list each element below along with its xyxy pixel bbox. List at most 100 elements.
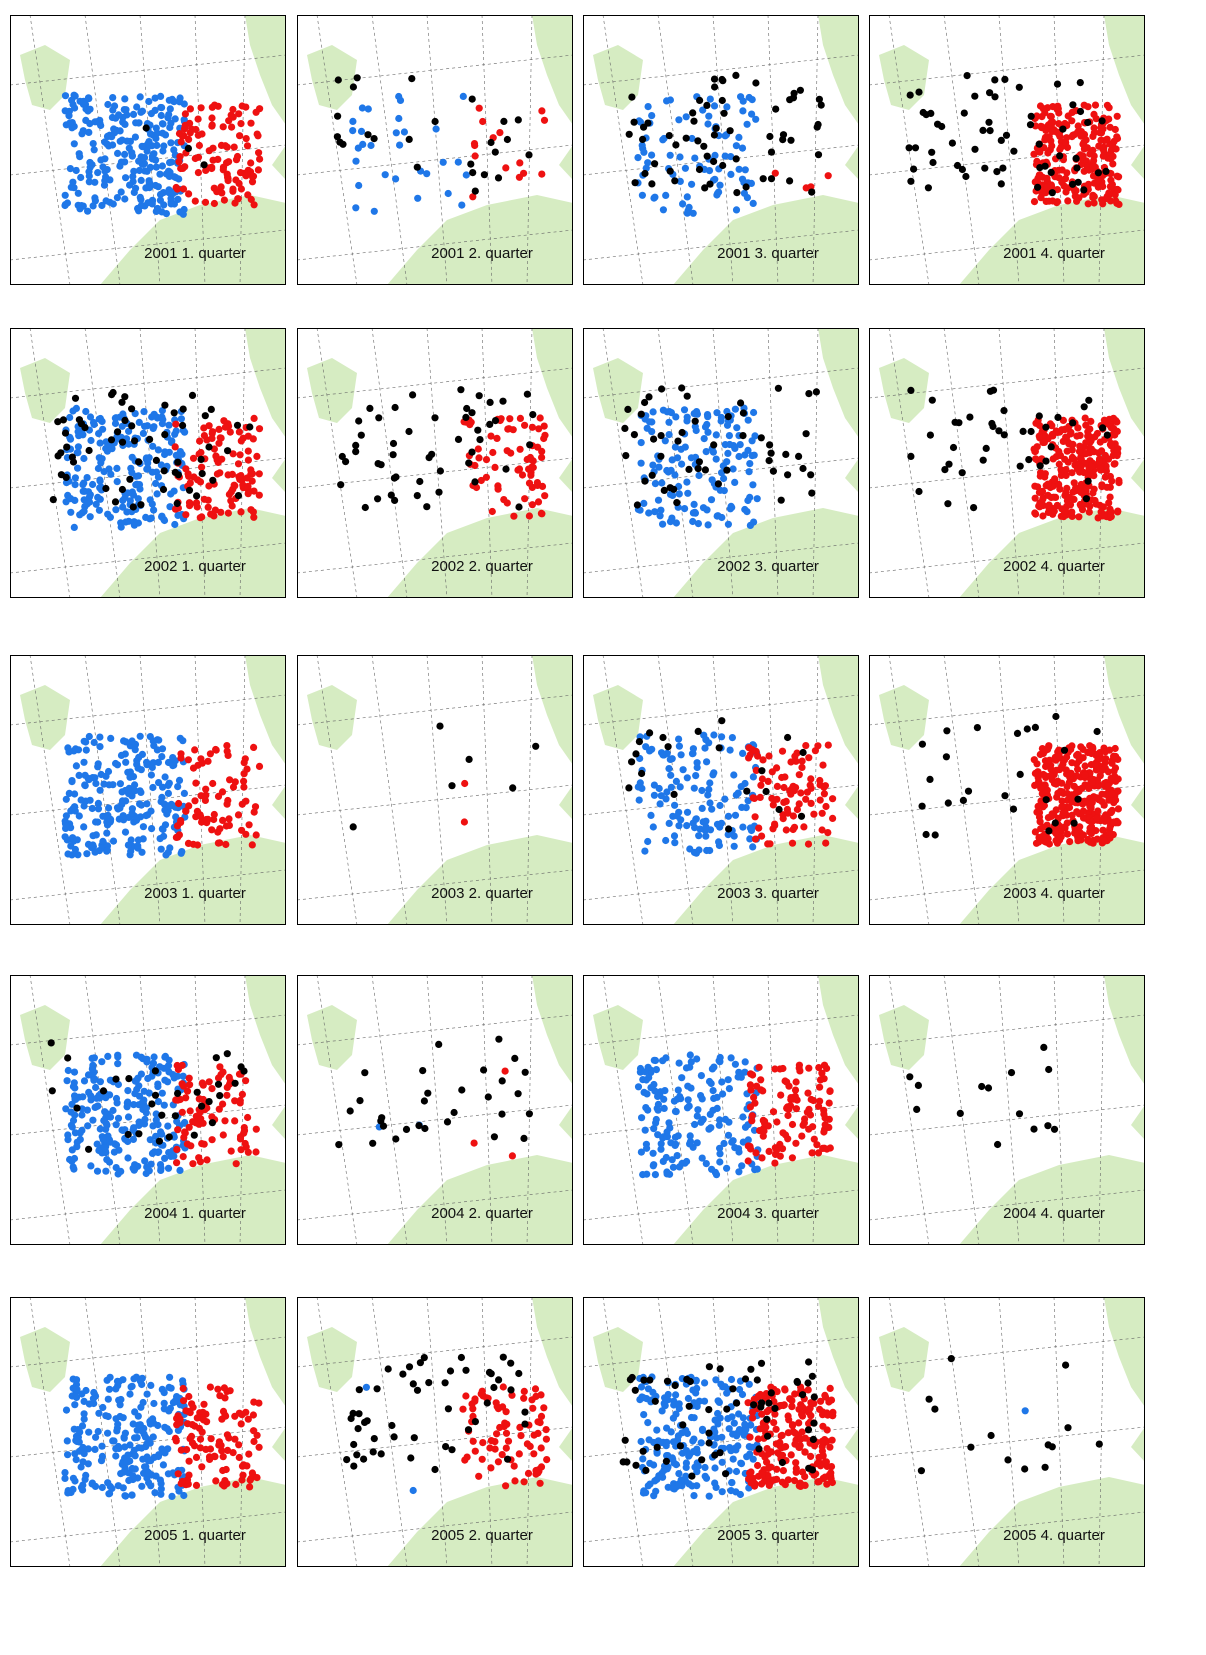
station [129, 1472, 137, 1480]
station [157, 111, 165, 120]
station [141, 422, 149, 430]
station [238, 1090, 246, 1098]
station [526, 453, 534, 462]
station [179, 1072, 187, 1080]
station [104, 1395, 112, 1403]
station [914, 1081, 922, 1089]
station [1023, 725, 1031, 733]
map-content [583, 328, 859, 598]
station [219, 123, 227, 131]
station [96, 1078, 104, 1086]
station [220, 1384, 228, 1392]
station [1059, 416, 1067, 424]
station [951, 418, 959, 426]
station [536, 414, 544, 422]
station [800, 823, 808, 831]
station [1115, 173, 1123, 181]
station [161, 1076, 169, 1084]
station [792, 1468, 800, 1476]
station [238, 1411, 246, 1419]
station [639, 1447, 647, 1455]
station [1030, 1125, 1038, 1133]
station [1037, 784, 1045, 792]
station [1090, 193, 1098, 201]
station [521, 1420, 529, 1428]
station [1048, 430, 1056, 439]
station [829, 814, 837, 822]
station [630, 431, 638, 439]
station [166, 168, 174, 176]
station [788, 785, 796, 793]
station [228, 470, 236, 478]
station [215, 439, 223, 447]
station [1002, 131, 1011, 139]
station [792, 1105, 800, 1113]
station [662, 1457, 670, 1465]
station [654, 1106, 662, 1114]
station [108, 445, 116, 453]
station [140, 160, 148, 168]
station [985, 118, 993, 126]
station [352, 441, 360, 449]
station [101, 177, 109, 185]
station [471, 478, 479, 486]
station [188, 1421, 196, 1429]
station [510, 512, 518, 520]
station [131, 1465, 139, 1473]
station [813, 1141, 821, 1149]
station [479, 1439, 487, 1447]
station [1066, 838, 1074, 846]
station [628, 758, 636, 766]
station [214, 792, 223, 800]
station [1062, 488, 1070, 497]
station [334, 112, 342, 120]
map-panel: 2005 3. quarter [583, 1297, 859, 1567]
station [208, 826, 216, 834]
station [249, 172, 258, 180]
station [124, 1154, 132, 1162]
station [799, 1391, 807, 1399]
land [100, 1155, 286, 1245]
station [703, 101, 711, 109]
station [757, 1076, 765, 1084]
station [704, 428, 712, 436]
station [392, 175, 400, 183]
station [85, 446, 93, 455]
station [1036, 148, 1044, 156]
station [119, 1376, 127, 1384]
station [247, 195, 255, 204]
station [165, 802, 173, 811]
station [721, 152, 729, 160]
station [639, 1076, 647, 1084]
station [229, 450, 237, 458]
station [82, 116, 90, 124]
station [520, 1387, 528, 1395]
station [768, 768, 776, 776]
station [698, 1456, 706, 1464]
station [82, 407, 90, 416]
station [683, 1104, 692, 1112]
station [710, 1094, 718, 1102]
station [1062, 188, 1070, 196]
station [174, 511, 182, 519]
station [103, 846, 111, 854]
station [158, 120, 167, 128]
station [769, 801, 777, 809]
land [1104, 655, 1145, 765]
station [202, 166, 210, 174]
station [642, 1466, 650, 1474]
station [1064, 197, 1072, 205]
station [531, 1385, 540, 1393]
station [180, 1397, 188, 1405]
station [161, 448, 169, 456]
station [245, 821, 253, 829]
station [1106, 828, 1114, 836]
station [1054, 789, 1062, 797]
station [174, 783, 182, 791]
station [407, 1454, 415, 1462]
station [515, 1369, 523, 1378]
station [662, 836, 670, 845]
station [62, 812, 70, 820]
station [117, 751, 126, 759]
station [765, 1399, 773, 1407]
